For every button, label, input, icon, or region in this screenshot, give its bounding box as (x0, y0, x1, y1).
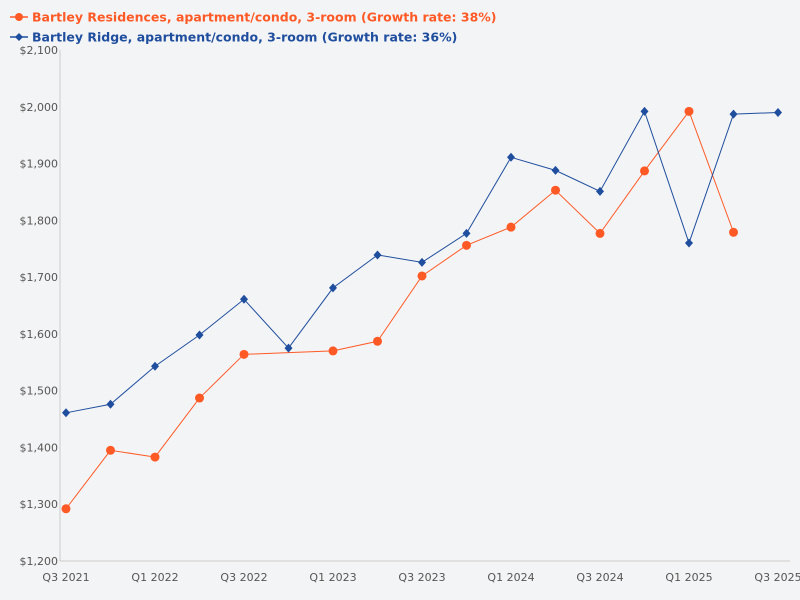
data-point (62, 408, 70, 418)
y-tick-label: $2,000 (20, 101, 59, 114)
data-point (240, 294, 248, 304)
y-tick-label: $1,500 (20, 385, 59, 398)
y-tick-label: $1,200 (20, 555, 59, 568)
data-point (373, 336, 382, 346)
data-point (418, 257, 426, 267)
x-tick-label: Q3 2023 (398, 571, 445, 584)
data-point (195, 330, 204, 340)
data-point (150, 452, 160, 462)
legend-label: Bartley Ridge, apartment/condo, 3-room (… (32, 30, 457, 45)
x-tick-label: Q3 2024 (576, 571, 623, 584)
data-point (729, 109, 738, 119)
y-tick-label: $2,100 (20, 44, 59, 57)
y-tick-label: $1,700 (20, 271, 59, 284)
data-point (195, 393, 204, 403)
data-point (684, 106, 694, 116)
data-point (551, 185, 560, 195)
data-point (506, 222, 516, 232)
y-tick-label: $1,900 (20, 158, 59, 171)
series-line-0 (65, 110, 734, 510)
data-point (729, 227, 738, 237)
data-point (685, 238, 693, 248)
data-point (551, 165, 560, 175)
x-tick-label: Q3 2025 (754, 571, 800, 584)
axes: $1,200 $1,300 $1,400 $1,500 $1,600 $1,700 $1,8… (20, 44, 800, 584)
data-point (462, 240, 471, 250)
data-point (151, 361, 159, 371)
data-point (595, 228, 605, 238)
data-point (328, 346, 338, 356)
data-point (239, 349, 249, 359)
data-point (417, 271, 427, 281)
legend-marker (15, 33, 23, 41)
data-point (507, 152, 515, 162)
data-point (640, 166, 649, 176)
data-point (462, 228, 471, 238)
data-point (106, 445, 115, 455)
x-tick-label: Q3 2022 (220, 571, 267, 584)
y-tick-label: $1,300 (20, 498, 59, 511)
x-tick-label: Q3 2021 (42, 571, 89, 584)
x-tick-label: Q1 2025 (665, 571, 712, 584)
x-tick-label: Q1 2023 (309, 571, 356, 584)
x-tick-label: Q1 2024 (487, 571, 534, 584)
legend-marker (15, 13, 23, 21)
y-tick-label: $1,800 (20, 214, 59, 227)
data-point (106, 399, 115, 409)
data-point (284, 343, 293, 353)
data-point (596, 186, 604, 196)
data-point (774, 107, 782, 117)
data-point (640, 106, 649, 116)
y-tick-label: $1,600 (20, 328, 59, 341)
data-point (61, 504, 71, 514)
plot-area (61, 106, 782, 514)
data-point (373, 250, 382, 260)
data-point (329, 283, 337, 293)
legend: Bartley Residences, apartment/condo, 3-r… (10, 10, 497, 45)
legend-label: Bartley Residences, apartment/condo, 3-r… (32, 10, 497, 25)
y-tick-label: $1,400 (20, 441, 59, 454)
x-tick-label: Q1 2022 (131, 571, 178, 584)
